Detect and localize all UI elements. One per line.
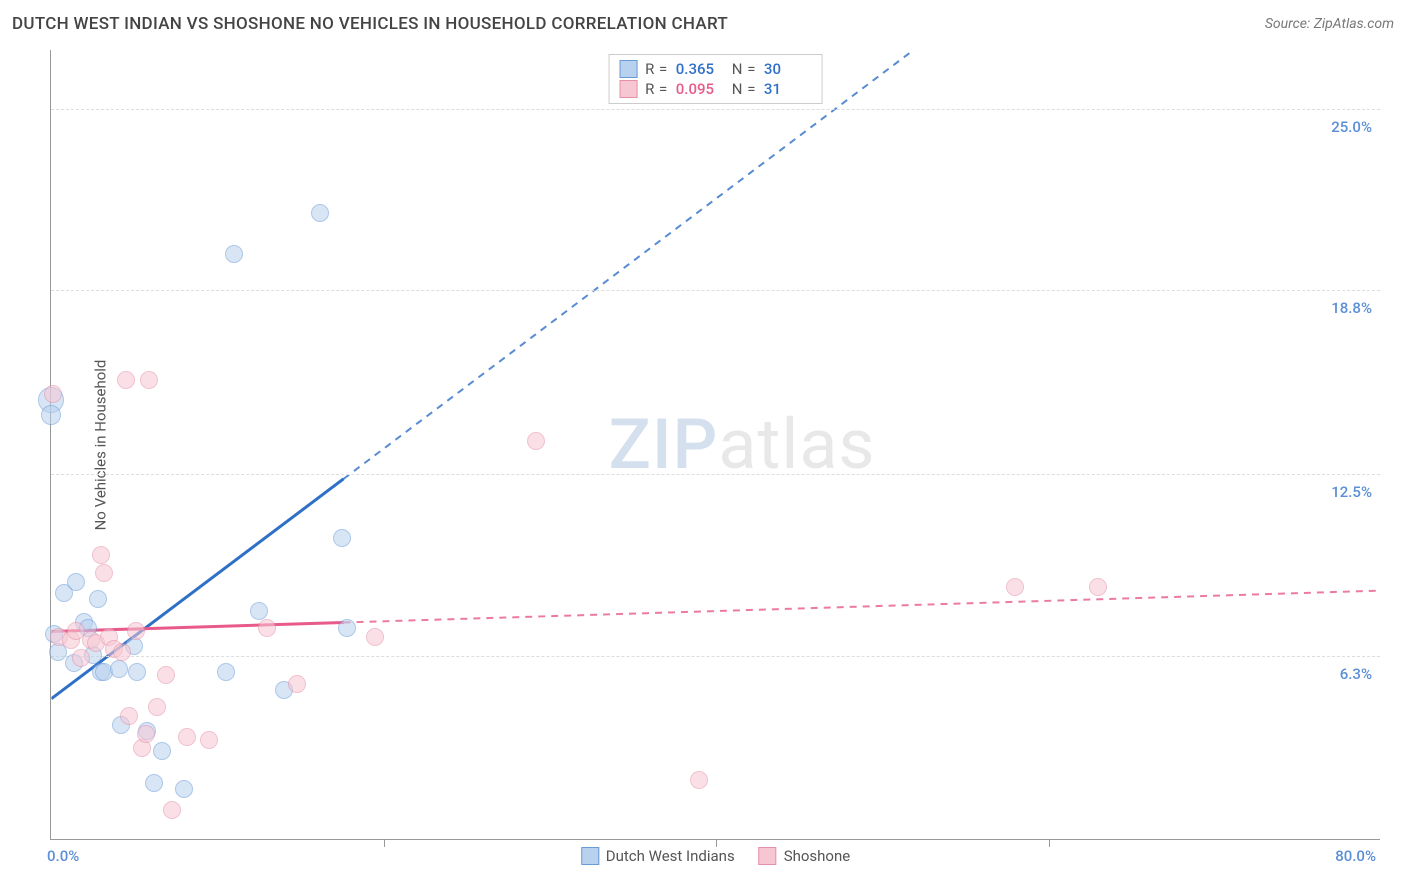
scatter-point xyxy=(148,698,166,716)
plot-area: ZIPatlas No Vehicles in Household R = 0.3… xyxy=(50,50,1380,840)
x-axis-label: 0.0% xyxy=(47,847,79,865)
scatter-point xyxy=(200,731,218,749)
scatter-point xyxy=(225,245,243,263)
r-value: 0.095 xyxy=(676,80,724,98)
scatter-point xyxy=(41,405,61,425)
scatter-point xyxy=(140,371,158,389)
legend-swatch xyxy=(759,847,777,865)
n-value: 31 xyxy=(764,80,812,98)
scatter-point xyxy=(1006,578,1024,596)
scatter-point xyxy=(110,660,128,678)
y-tick-label: 6.3% xyxy=(1340,665,1372,683)
legend-swatch xyxy=(619,80,637,98)
grid-line xyxy=(51,474,1380,475)
legend-swatch xyxy=(619,60,637,78)
r-label: R = xyxy=(645,80,668,98)
scatter-point xyxy=(44,385,62,403)
series-legend-label: Dutch West Indians xyxy=(606,847,735,865)
y-tick-label: 25.0% xyxy=(1331,118,1372,136)
correlation-legend-row: R = 0.095 N = 31 xyxy=(619,79,812,99)
scatter-point xyxy=(178,728,196,746)
y-axis-title: No Vehicles in Household xyxy=(91,359,109,530)
series-legend-label: Shoshone xyxy=(784,847,851,865)
y-tick-label: 18.8% xyxy=(1331,299,1372,317)
scatter-point xyxy=(117,371,135,389)
scatter-point xyxy=(153,742,171,760)
scatter-point xyxy=(338,619,356,637)
scatter-point xyxy=(157,666,175,684)
r-value: 0.365 xyxy=(676,60,724,78)
watermark-atlas: atlas xyxy=(718,404,875,486)
scatter-point xyxy=(145,774,163,792)
legend-swatch xyxy=(581,847,599,865)
n-value: 30 xyxy=(764,60,812,78)
scatter-point xyxy=(175,780,193,798)
scatter-point xyxy=(113,643,131,661)
grid-line xyxy=(51,109,1380,110)
scatter-point xyxy=(258,619,276,637)
scatter-point xyxy=(333,529,351,547)
scatter-point xyxy=(163,801,181,819)
regression-line-dashed xyxy=(344,591,1380,623)
regression-lines-layer xyxy=(51,50,1380,839)
scatter-point xyxy=(366,628,384,646)
series-legend-item: Dutch West Indians xyxy=(581,847,735,865)
watermark: ZIPatlas xyxy=(609,404,876,486)
scatter-point xyxy=(89,590,107,608)
scatter-point xyxy=(72,649,90,667)
scatter-point xyxy=(217,663,235,681)
grid-line xyxy=(51,290,1380,291)
x-tick xyxy=(1049,839,1050,847)
title-bar: DUTCH WEST INDIAN VS SHOSHONE NO VEHICLE… xyxy=(12,14,1394,34)
x-tick xyxy=(716,839,717,847)
watermark-zip: ZIP xyxy=(609,404,719,486)
n-label: N = xyxy=(732,60,756,78)
regression-line-dashed xyxy=(344,50,1380,479)
series-legend: Dutch West Indians Shoshone xyxy=(581,847,850,865)
scatter-point xyxy=(128,663,146,681)
scatter-point xyxy=(120,707,138,725)
scatter-point xyxy=(67,573,85,591)
scatter-point xyxy=(137,725,155,743)
grid-line xyxy=(51,656,1380,657)
scatter-point xyxy=(95,564,113,582)
scatter-point xyxy=(690,771,708,789)
scatter-point xyxy=(127,622,145,640)
scatter-point xyxy=(92,546,110,564)
source-attribution: Source: ZipAtlas.com xyxy=(1265,16,1394,32)
scatter-point xyxy=(311,204,329,222)
y-tick-label: 12.5% xyxy=(1331,483,1372,501)
r-label: R = xyxy=(645,60,668,78)
scatter-point xyxy=(288,675,306,693)
correlation-legend: R = 0.365 N = 30 R = 0.095 N = 31 xyxy=(608,54,823,104)
scatter-point xyxy=(527,432,545,450)
chart-title: DUTCH WEST INDIAN VS SHOSHONE NO VEHICLE… xyxy=(12,14,728,34)
correlation-legend-row: R = 0.365 N = 30 xyxy=(619,59,812,79)
scatter-point xyxy=(1089,578,1107,596)
x-tick xyxy=(384,839,385,847)
n-label: N = xyxy=(732,80,756,98)
series-legend-item: Shoshone xyxy=(759,847,851,865)
x-axis-label: 80.0% xyxy=(1335,847,1376,865)
scatter-point xyxy=(250,602,268,620)
